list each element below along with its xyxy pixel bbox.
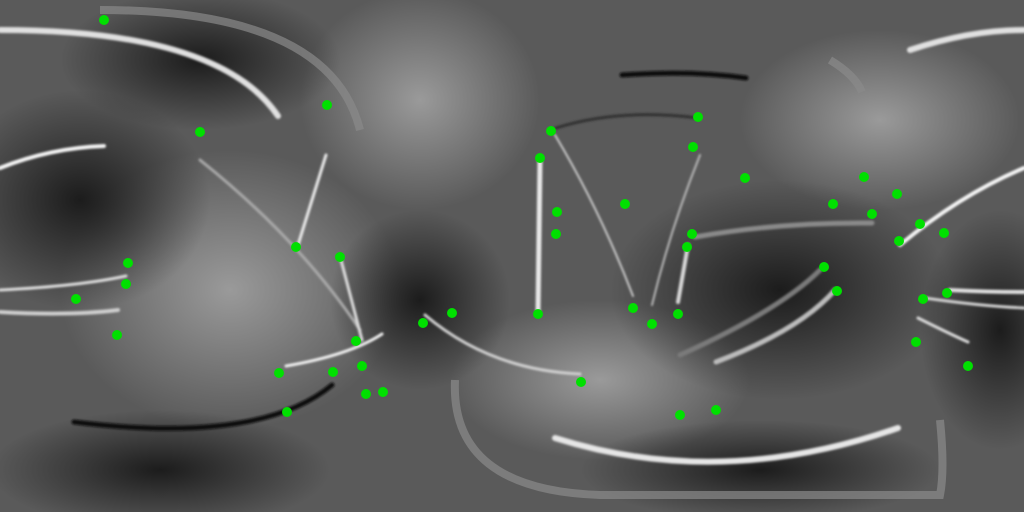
lines [0, 27, 1024, 465]
faint-arcs [99, 6, 947, 499]
keypoints [71, 15, 973, 420]
